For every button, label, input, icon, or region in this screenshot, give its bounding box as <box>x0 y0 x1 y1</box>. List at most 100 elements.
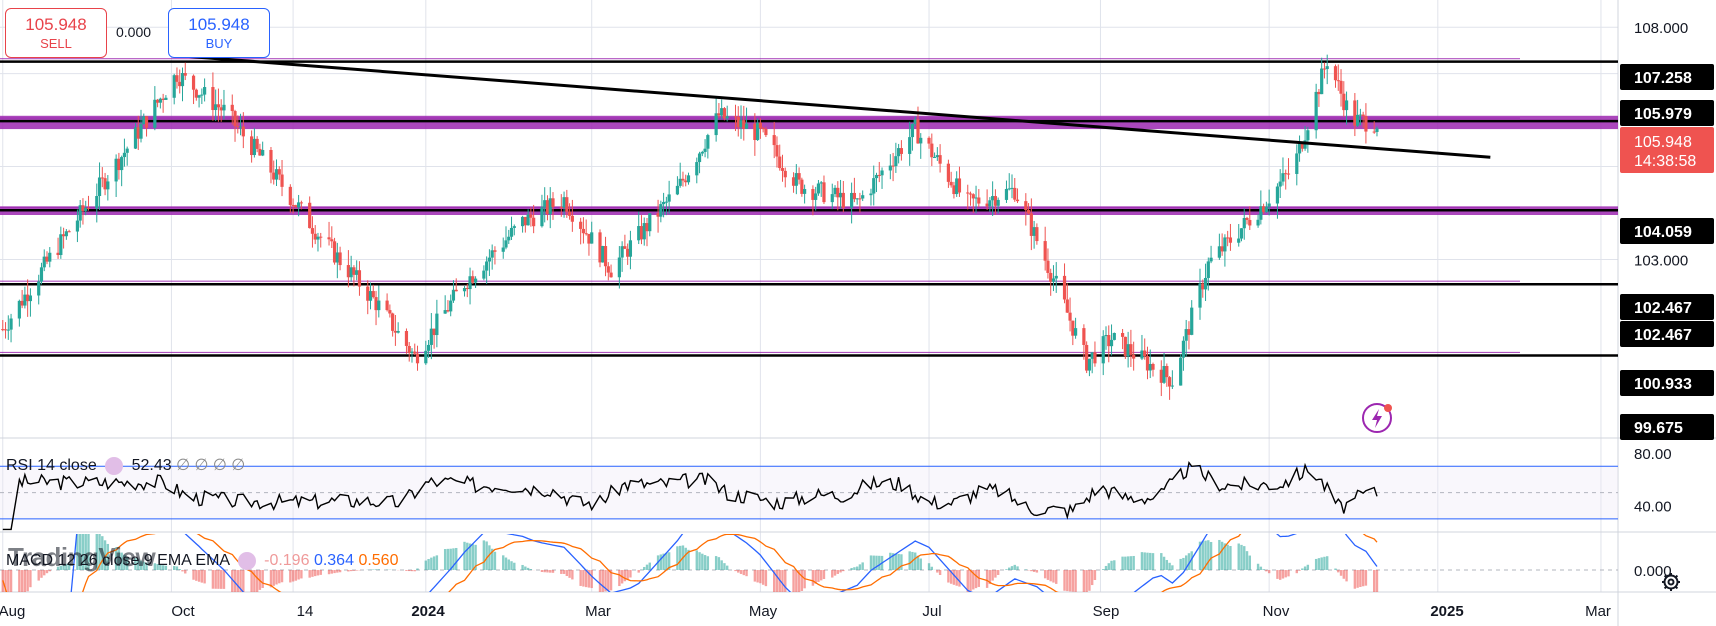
candle-body <box>803 189 807 194</box>
candle-body <box>1198 283 1202 308</box>
candle-body <box>1120 332 1125 337</box>
macd-histogram-bar <box>1267 570 1271 574</box>
candle-body <box>1 329 5 331</box>
macd-histogram-bar <box>278 570 281 584</box>
candle-body <box>288 186 292 205</box>
candle-body <box>67 231 71 233</box>
candle-body <box>368 291 373 301</box>
candle-body <box>579 221 583 229</box>
candle-body <box>761 128 765 130</box>
candle-body <box>86 207 91 209</box>
candle-body <box>1065 299 1069 313</box>
candle-body <box>39 267 44 282</box>
macd-histogram-bar <box>869 555 873 570</box>
candle-body <box>1112 332 1116 340</box>
macd-histogram-bar <box>1223 543 1227 570</box>
macd-histogram-bar <box>175 566 179 570</box>
candle-body <box>783 170 787 178</box>
candle-body <box>233 111 237 127</box>
candle-body <box>957 178 962 193</box>
candle-body <box>103 178 107 190</box>
macd-histogram-bar <box>858 564 862 570</box>
candle-body <box>485 261 489 271</box>
macd-histogram-bar <box>471 544 475 570</box>
countdown-label: 14:38:58 <box>1634 153 1696 170</box>
candle-body <box>551 198 555 208</box>
candle-body <box>158 98 162 103</box>
macd-histogram-bar <box>753 570 757 582</box>
candle-body <box>28 295 33 302</box>
macd-histogram-bar <box>333 570 336 574</box>
macd-histogram-bar <box>222 570 226 589</box>
candle-body <box>1167 377 1172 387</box>
macd-histogram-bar <box>84 534 87 570</box>
lightning-icon <box>1372 409 1382 428</box>
macd-signal-line <box>2 534 1378 592</box>
candle-body <box>274 169 279 180</box>
macd-histogram-bar <box>164 565 168 570</box>
time-axis-label: Aug <box>0 603 25 620</box>
alert-icon <box>1362 403 1392 433</box>
candle-body <box>841 192 845 208</box>
rsi-value: 52.43 <box>131 457 172 474</box>
candle-body <box>1336 80 1340 82</box>
macd-histogram-bar <box>178 569 181 570</box>
macd-histogram-bar <box>800 570 804 591</box>
macd-histogram-bar <box>546 570 549 573</box>
macd-histogram-bar <box>308 570 311 578</box>
macd-histogram-bar <box>914 552 917 570</box>
settings-icon[interactable] <box>105 456 124 475</box>
settings-icon[interactable] <box>237 552 256 570</box>
time-axis-label: Mar <box>585 603 611 620</box>
candle-body <box>695 162 699 176</box>
price-tag <box>1620 218 1714 244</box>
macd-histogram-bar <box>355 570 358 571</box>
candle-body <box>200 94 204 96</box>
macd-histogram-bar <box>836 570 839 574</box>
macd-histogram-bar <box>446 548 450 570</box>
candle-body <box>346 265 350 278</box>
macd-histogram-bar <box>607 570 610 591</box>
macd-histogram-bar <box>37 570 40 581</box>
candle-body <box>449 300 453 312</box>
candle-body <box>874 174 879 179</box>
macd-histogram-bar <box>662 553 665 570</box>
macd-histogram-bar <box>814 570 817 584</box>
gear-icon[interactable] <box>1661 572 1681 592</box>
macd-histogram-bar <box>316 570 320 576</box>
price-tag <box>1620 100 1714 126</box>
candle-body <box>1209 257 1213 262</box>
macd-histogram-bar <box>239 570 242 592</box>
candle-body <box>794 173 798 186</box>
buy-button[interactable]: 105.948 BUY <box>168 8 270 58</box>
macd-histogram-bar <box>1149 552 1152 570</box>
macd-histogram-bar <box>1046 570 1050 580</box>
candle-body <box>913 119 917 124</box>
candle-body <box>1126 344 1130 357</box>
candle-body <box>894 156 898 167</box>
macd-histogram-bar <box>1337 570 1340 573</box>
candle-body <box>374 297 378 311</box>
macd-histogram-bar <box>349 570 353 572</box>
macd-histogram-bar <box>45 570 49 574</box>
macd-histogram-bar <box>197 570 201 582</box>
macd-histogram-bar <box>502 555 505 570</box>
macd-histogram-bar <box>764 570 768 587</box>
macd-histogram-bar <box>314 570 317 577</box>
candle-body <box>1148 363 1152 371</box>
macd-histogram-bar <box>319 570 322 575</box>
candle-body <box>916 119 920 144</box>
rsi-legend[interactable]: RSI 14 close 52.43 ∅ ∅ ∅ ∅ <box>6 455 245 475</box>
candle-body <box>590 232 594 244</box>
macd-histogram-bar <box>490 548 494 570</box>
macd-histogram-bar <box>507 559 510 570</box>
macd-legend[interactable]: MACD 12 26 close 9 EMA EMA -0.196 0.364 … <box>6 552 398 570</box>
macd-histogram-bar <box>352 570 356 571</box>
macd-histogram-bar <box>623 570 627 582</box>
candle-body <box>1170 385 1174 387</box>
candle-body <box>974 197 978 199</box>
sell-button[interactable]: 105.948 SELL <box>5 8 107 58</box>
candle-body <box>1217 246 1221 258</box>
macd-histogram-bar <box>1184 555 1188 570</box>
